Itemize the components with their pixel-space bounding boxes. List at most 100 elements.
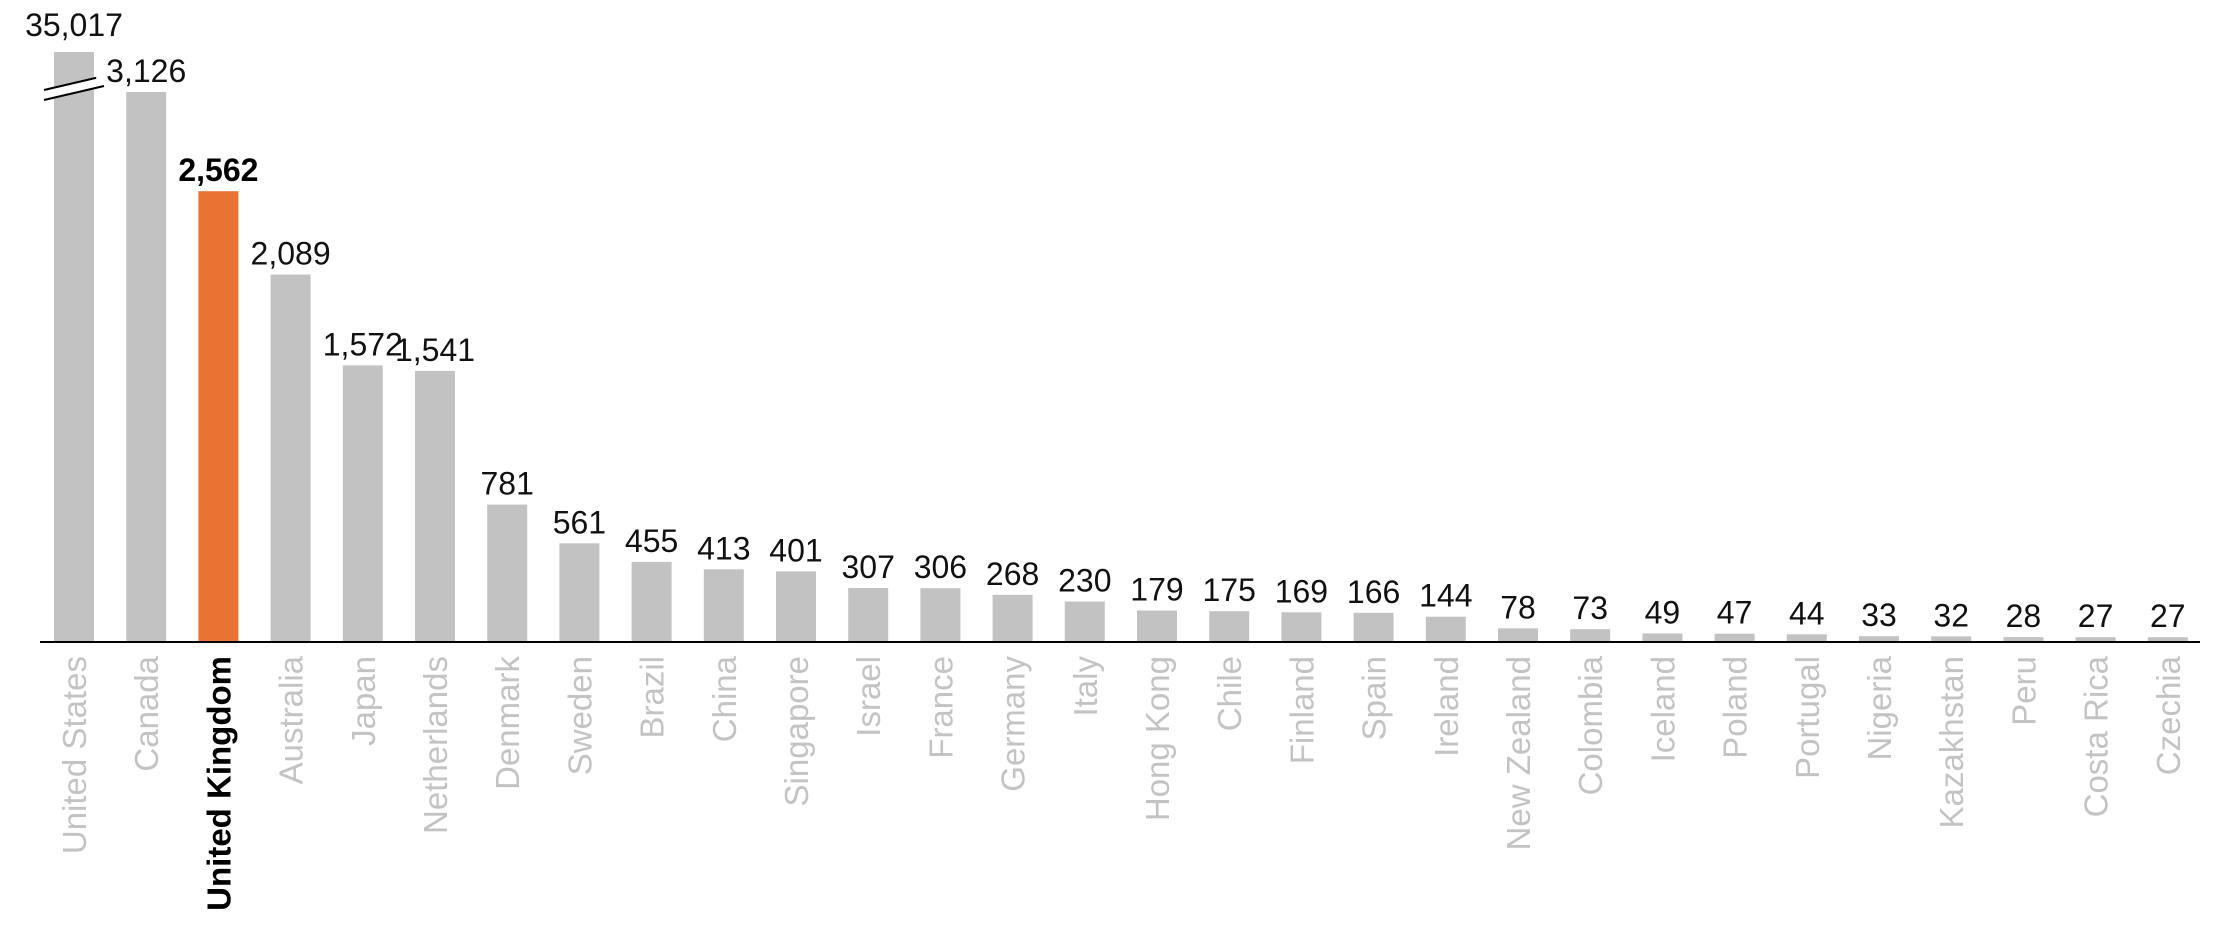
category-label-ireland: Ireland <box>1428 656 1465 757</box>
axis-break-mark-2 <box>43 85 105 101</box>
value-label-nigeria: 33 <box>1861 597 1897 633</box>
bar-kazakhstan <box>1931 636 1972 642</box>
bar-peru <box>2003 637 2044 642</box>
category-label-poland: Poland <box>1717 656 1754 759</box>
bar-israel <box>848 588 889 642</box>
value-label-portugal: 44 <box>1789 595 1825 631</box>
value-label-chile: 175 <box>1203 572 1256 608</box>
bar-united-states <box>54 52 94 642</box>
bar-new-zealand <box>1498 628 1538 642</box>
category-label-peru: Peru <box>2005 656 2042 726</box>
bar-iceland <box>1642 633 1683 642</box>
value-label-australia: 2,089 <box>251 236 331 272</box>
value-label-ireland: 144 <box>1419 578 1472 614</box>
value-label-sweden: 561 <box>553 504 606 540</box>
bar-australia <box>270 274 311 642</box>
bar-denmark <box>487 504 528 642</box>
value-label-hong-kong: 179 <box>1130 572 1183 608</box>
value-label-backing-canada <box>96 48 197 84</box>
value-label-france: 306 <box>914 549 967 585</box>
value-label-colombia: 73 <box>1572 590 1608 626</box>
category-label-united-kingdom: United Kingdom <box>200 656 237 911</box>
category-label-colombia: Colombia <box>1572 655 1609 795</box>
bar-czechia <box>2147 637 2188 642</box>
value-label-united-kingdom: 2,562 <box>178 152 258 188</box>
bar-costa-rica <box>2075 637 2116 642</box>
value-label-germany: 268 <box>986 556 1039 592</box>
category-label-singapore: Singapore <box>778 656 815 806</box>
value-label-finland: 169 <box>1275 573 1328 609</box>
category-label-czechia: Czechia <box>2150 655 2187 775</box>
value-label-new-zealand: 78 <box>1500 589 1536 625</box>
value-label-costa-rica: 27 <box>2078 598 2114 634</box>
value-label-spain: 166 <box>1347 574 1400 610</box>
value-label-poland: 47 <box>1717 595 1753 631</box>
bar-ireland <box>1425 616 1466 642</box>
category-label-brazil: Brazil <box>634 656 671 739</box>
category-label-spain: Spain <box>1356 656 1393 740</box>
value-label-japan: 1,572 <box>323 326 403 362</box>
category-label-sweden: Sweden <box>561 656 598 775</box>
value-label-backing-japan <box>312 321 413 358</box>
category-label-italy: Italy <box>1067 656 1104 717</box>
bar-germany <box>992 594 1033 642</box>
bar-singapore <box>776 571 816 642</box>
value-label-czechia: 27 <box>2150 598 2186 634</box>
value-label-backing-australia <box>240 230 341 267</box>
category-label-australia: Australia <box>273 655 310 784</box>
bar-portugal <box>1786 634 1827 642</box>
bar-netherlands <box>415 370 455 642</box>
axis-break-gap <box>44 76 104 100</box>
value-label-united-states: 35,017 <box>25 7 123 43</box>
bar-chile <box>1209 611 1250 642</box>
bar-nigeria <box>1859 636 1899 642</box>
category-label-israel: Israel <box>850 656 887 737</box>
value-label-netherlands: 1,541 <box>395 332 475 368</box>
category-label-nigeria: Nigeria <box>1861 655 1898 760</box>
category-label-kazakhstan: Kazakhstan <box>1933 656 1970 828</box>
bar-spain <box>1353 612 1394 642</box>
bar-poland <box>1714 633 1755 642</box>
category-label-china: China <box>706 655 743 742</box>
category-label-united-states: United States <box>56 656 93 854</box>
category-label-france: France <box>922 656 959 759</box>
value-label-italy: 230 <box>1058 563 1111 599</box>
bar-hong-kong <box>1137 610 1177 642</box>
category-label-denmark: Denmark <box>489 656 526 790</box>
bar-japan <box>342 365 383 642</box>
category-label-costa-rica: Costa Rica <box>2078 655 2115 817</box>
category-label-netherlands: Netherlands <box>417 656 454 834</box>
bar-canada <box>126 92 167 642</box>
category-label-new-zealand: New Zealand <box>1500 656 1537 850</box>
value-label-brazil: 455 <box>625 523 678 559</box>
value-label-peru: 28 <box>2006 598 2042 634</box>
bar-colombia <box>1570 629 1611 642</box>
value-label-china: 413 <box>697 530 750 566</box>
value-label-backing-united-kingdom <box>168 147 269 184</box>
bar-brazil <box>631 561 672 642</box>
value-label-backing-denmark <box>457 460 558 497</box>
category-label-germany: Germany <box>995 656 1032 792</box>
bar-france <box>920 588 961 642</box>
category-labels-group: United States Canada United Kingdom Austral… <box>56 655 2187 910</box>
category-label-portugal: Portugal <box>1789 656 1826 779</box>
category-label-iceland: Iceland <box>1644 656 1681 762</box>
bar-china <box>703 569 744 642</box>
category-label-hong-kong: Hong Kong <box>1139 656 1176 821</box>
bar-finland <box>1281 612 1322 642</box>
category-label-finland: Finland <box>1283 656 1320 764</box>
category-label-canada: Canada <box>128 655 165 771</box>
bars-group <box>43 52 2188 642</box>
bar-italy <box>1064 601 1105 642</box>
category-label-japan: Japan <box>345 656 382 746</box>
value-label-singapore: 401 <box>769 532 822 568</box>
category-label-chile: Chile <box>1211 656 1248 731</box>
value-label-israel: 307 <box>842 549 895 585</box>
bar-united-kingdom <box>198 191 239 642</box>
bar-sweden <box>559 543 600 642</box>
value-label-kazakhstan: 32 <box>1933 597 1969 633</box>
value-label-iceland: 49 <box>1645 594 1681 630</box>
value-label-denmark: 781 <box>481 466 534 502</box>
